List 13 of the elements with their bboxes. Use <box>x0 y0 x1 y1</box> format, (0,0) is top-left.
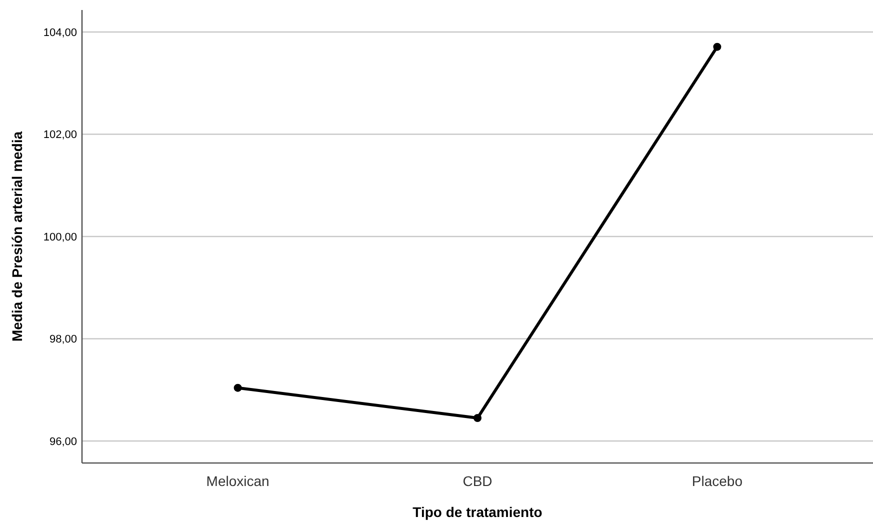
y-axis-title: Media de Presión arterial media <box>9 131 25 342</box>
x-axis-title: Tipo de tratamiento <box>412 504 542 520</box>
y-tick-label: 98,00 <box>49 334 77 346</box>
x-tick-label: CBD <box>462 473 492 489</box>
y-tick-label: 102,00 <box>43 129 77 142</box>
x-tick-label: Placebo <box>692 473 743 489</box>
point <box>474 414 482 422</box>
point <box>713 42 722 51</box>
y-tick-label: 104,00 <box>43 26 77 39</box>
point <box>234 384 242 392</box>
x-tick-label: Meloxican <box>206 473 270 489</box>
y-tick-label: 100,00 <box>43 231 77 244</box>
y-tick-label: 96,00 <box>49 436 77 448</box>
